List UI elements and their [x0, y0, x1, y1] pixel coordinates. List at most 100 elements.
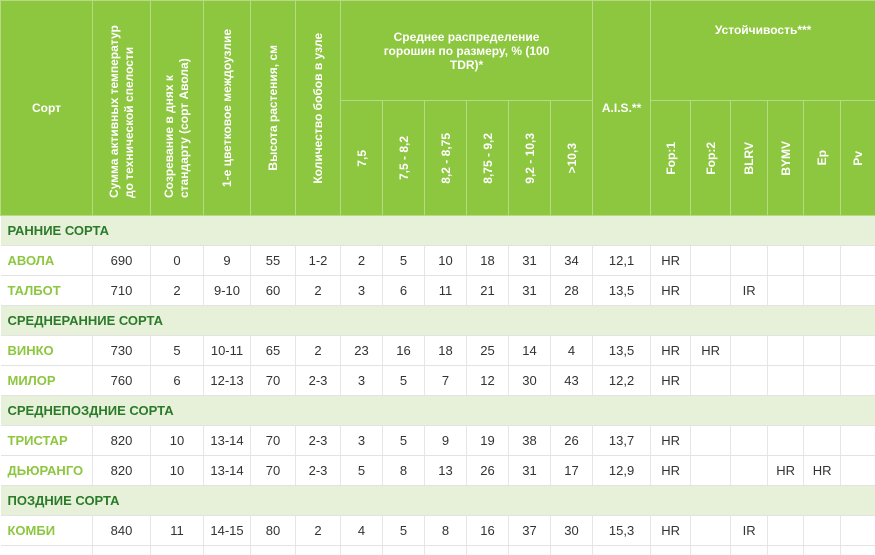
cell: 31: [508, 245, 551, 276]
cell: [730, 455, 769, 486]
group-row: РАННИЕ СОРТА: [0, 215, 875, 246]
subheader: 7,5 - 8,2: [382, 100, 425, 216]
subheader: 8,75 - 9,2: [466, 100, 509, 216]
header-sort: Сорт: [0, 0, 93, 216]
cell: [840, 245, 875, 276]
cell: 2: [295, 275, 341, 306]
subheader: Ep: [803, 100, 842, 216]
cell: 75: [250, 545, 296, 555]
cell: 25: [466, 335, 509, 366]
header-rotated: Количество бобов в узле: [295, 0, 341, 216]
cell: [730, 245, 769, 276]
cell: 3: [340, 275, 383, 306]
group-title: СРЕДНЕРАННИЕ СОРТА: [0, 305, 875, 336]
subheader: BLRV: [730, 100, 769, 216]
cell: [767, 245, 805, 276]
cell: 2: [340, 245, 383, 276]
cell: 13: [424, 455, 467, 486]
cell: 13-14: [203, 425, 251, 456]
cell: 6: [382, 545, 425, 555]
cell: 5: [382, 365, 425, 396]
cell: 11: [150, 515, 204, 546]
cell: 5: [150, 335, 204, 366]
group-title: ПОЗДНИЕ СОРТА: [0, 485, 875, 516]
cell: [767, 425, 805, 456]
subheader-text: BYMV: [778, 140, 793, 176]
header-text: Сумма активных температур до технической…: [106, 25, 136, 198]
cell: 6: [150, 365, 204, 396]
cell: 710: [92, 275, 151, 306]
cell: 30: [508, 365, 551, 396]
cell: 9-10: [203, 275, 251, 306]
subheader: 7,5: [340, 100, 383, 216]
cell: 3: [340, 365, 383, 396]
data-row: КОМБИ 840 11 14-15 80 2 4 5 8 16 37 30 15,3 HR IR: [0, 515, 875, 546]
subheader-text: BLRV: [742, 141, 757, 175]
cell: 0: [150, 245, 204, 276]
subheader: >10,3: [549, 100, 594, 216]
cell: 690: [92, 245, 151, 276]
cell: HR: [803, 545, 842, 555]
cell: [840, 335, 875, 366]
subheader-text: Fop:2: [703, 141, 718, 175]
cell: 760: [92, 365, 151, 396]
cell: 6: [382, 275, 425, 306]
cell: [690, 545, 732, 555]
subheader-text: Fop:1: [663, 141, 678, 175]
cell: 23: [340, 335, 383, 366]
cell: 2: [150, 275, 204, 306]
cell: 14-15: [203, 515, 251, 546]
group-row: СРЕДНЕРАННИЕ СОРТА: [0, 305, 875, 336]
group-title: СРЕДНЕПОЗДНИЕ СОРТА: [0, 395, 875, 426]
cell: [730, 425, 769, 456]
cell: [840, 425, 875, 456]
cell: 4: [340, 545, 383, 555]
cell: [690, 245, 732, 276]
cell: 65: [250, 335, 296, 366]
cell: IR: [730, 515, 769, 546]
cell: [690, 455, 732, 486]
group-title: РАННИЕ СОРТА: [0, 215, 875, 246]
cell: [803, 365, 842, 396]
cell: 26: [550, 425, 594, 456]
cell: 10: [424, 545, 467, 555]
group-row: СРЕДНЕПОЗДНИЕ СОРТА: [0, 395, 875, 426]
cell: 80: [250, 515, 296, 546]
cell: 10-11: [203, 335, 251, 366]
header-rotated: Высота растения, см: [250, 0, 296, 216]
cell: 2: [295, 515, 341, 546]
cell: 2: [295, 335, 341, 366]
cell: 17: [466, 545, 509, 555]
subheader: Fop:2: [690, 100, 732, 216]
cell: [840, 455, 875, 486]
cell: 12,2: [592, 365, 652, 396]
cell: 35: [550, 545, 594, 555]
cell: HR: [803, 455, 842, 486]
cell: 5: [382, 515, 425, 546]
cell: 840: [92, 515, 151, 546]
cell: 12,9: [592, 455, 652, 486]
cell: [730, 545, 769, 555]
cell: HR: [650, 545, 692, 555]
table-body: РАННИЕ СОРТА АВОЛА 690 0 9 55 1-2 2 5 10 18 31 34 12,…: [0, 215, 875, 555]
header-text: Количество бобов в узле: [310, 32, 325, 184]
cell: 28: [550, 275, 594, 306]
data-row: ВИНКО 730 5 10-11 65 2 23 16 18 25 14 4 13,5 HR HR: [0, 335, 875, 366]
subheader-text: 7,5: [354, 149, 369, 167]
cell: 19: [466, 425, 509, 456]
subheader: 9,2 - 10,3: [508, 100, 551, 216]
variety-name: ВИНКО: [0, 335, 93, 366]
cell: 4: [340, 515, 383, 546]
cell: 16: [382, 335, 425, 366]
cell: HR: [690, 335, 732, 366]
cell: 820: [92, 425, 151, 456]
header-ais: A.I.S.**: [592, 0, 652, 216]
cell: 10: [424, 245, 467, 276]
cell: 12,1: [592, 245, 652, 276]
cell: HR: [650, 335, 692, 366]
cell: [730, 365, 769, 396]
cell: 30: [550, 515, 594, 546]
cell: 15: [203, 545, 251, 555]
cell: 31: [508, 275, 551, 306]
